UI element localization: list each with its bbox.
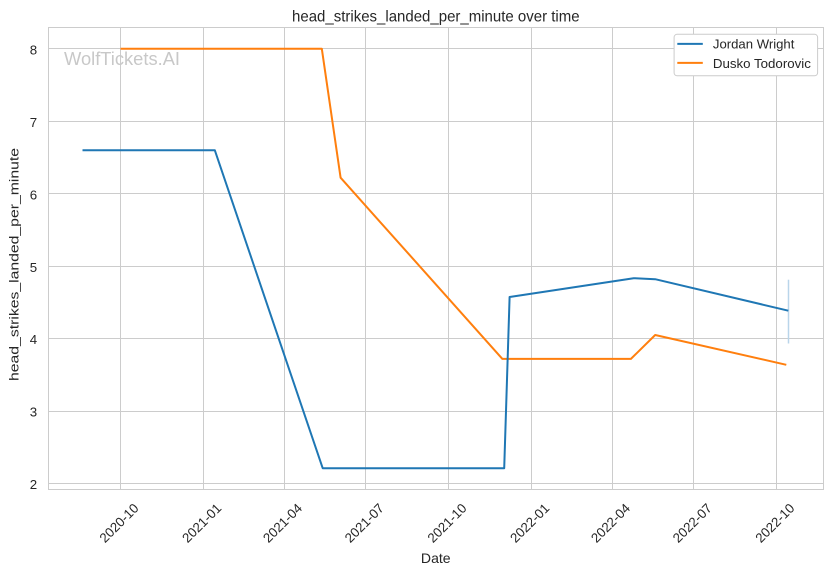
svg-text:2022-01: 2022-01 — [507, 501, 552, 546]
svg-text:2021-07: 2021-07 — [342, 501, 387, 546]
svg-text:2: 2 — [30, 477, 37, 492]
svg-text:4: 4 — [30, 332, 37, 347]
svg-text:Date: Date — [421, 551, 451, 566]
svg-text:2020-10: 2020-10 — [96, 501, 141, 546]
svg-text:8: 8 — [30, 42, 37, 57]
svg-text:2021-10: 2021-10 — [424, 501, 469, 546]
svg-text:5: 5 — [30, 260, 37, 275]
svg-text:2022-07: 2022-07 — [670, 501, 715, 546]
svg-text:3: 3 — [30, 405, 37, 420]
svg-text:2022-04: 2022-04 — [588, 501, 633, 546]
svg-text:WolfTickets.AI: WolfTickets.AI — [64, 49, 180, 69]
svg-text:2021-01: 2021-01 — [179, 501, 224, 546]
svg-text:head_strikes_landed_per_minute: head_strikes_landed_per_minute — [7, 148, 22, 381]
svg-text:6: 6 — [30, 187, 37, 202]
svg-text:Jordan Wright: Jordan Wright — [713, 37, 795, 52]
svg-text:head_strikes_landed_per_minute: head_strikes_landed_per_minute over time — [292, 9, 580, 26]
svg-text:2022-10: 2022-10 — [752, 501, 797, 546]
svg-text:7: 7 — [30, 115, 37, 130]
svg-text:Dusko Todorovic: Dusko Todorovic — [713, 56, 811, 71]
svg-text:2021-04: 2021-04 — [260, 501, 305, 546]
